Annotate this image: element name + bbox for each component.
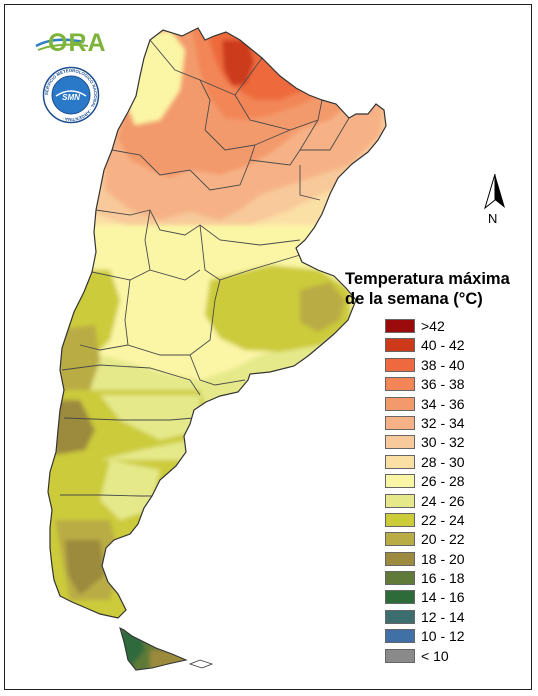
- legend-label: 24 - 26: [421, 492, 465, 509]
- smn-seal-icon: SERVICIO METEOROLÓGICO NACIONAL · ARGENT…: [42, 66, 100, 124]
- legend-label: 30 - 32: [421, 434, 465, 451]
- ora-swoosh-icon: [35, 38, 89, 51]
- north-arrow-icon: [484, 173, 505, 210]
- legend-label: 20 - 22: [421, 531, 465, 548]
- zone-20-westcentral: [55, 325, 100, 395]
- legend-swatch: [385, 319, 415, 333]
- legend-swatch: [385, 415, 415, 430]
- legend-swatch: [385, 396, 415, 411]
- legend-swatch: [385, 474, 415, 489]
- legend-label: 28 - 30: [421, 453, 465, 470]
- legend-label: 32 - 34: [421, 414, 465, 431]
- legend-swatch: [385, 532, 415, 547]
- legend-swatch: [385, 571, 415, 586]
- legend-label: 10 - 12: [421, 628, 465, 645]
- zone-24-south: [100, 460, 160, 520]
- legend-swatch: [385, 551, 415, 566]
- legend-swatch: [385, 454, 415, 469]
- tdf-outline: [119, 626, 188, 671]
- legend: Temperatura máxima de la semana (°C) >42…: [345, 269, 525, 664]
- legend-swatch: [385, 357, 415, 372]
- legend-label: 40 - 42: [421, 337, 465, 354]
- zone-18-south: [65, 540, 105, 595]
- legend-label: < 10: [421, 647, 449, 664]
- legend-label: 16 - 18: [421, 570, 465, 587]
- ora-logo-text: ORA: [48, 29, 107, 57]
- legend-title-line1: Temperatura máxima: [345, 270, 510, 288]
- legend-swatch: [385, 377, 415, 392]
- zone-20-coast: [300, 282, 345, 332]
- legend-label: 22 - 24: [421, 511, 465, 528]
- legend-swatch: [385, 590, 415, 605]
- legend-label: 12 - 14: [421, 608, 465, 625]
- zone-24-patagonia: [100, 395, 200, 440]
- tierra-del-fuego: [120, 628, 186, 670]
- legend-title-line2: de la semana (°C): [345, 290, 483, 308]
- legend-swatch: [385, 338, 415, 353]
- legend-label: 18 - 20: [421, 550, 465, 567]
- legend-label: 26 - 28: [421, 473, 465, 490]
- legend-swatch: [385, 493, 415, 508]
- legend-swatch: [385, 648, 415, 663]
- north-label: N: [488, 211, 498, 226]
- legend-swatch: [385, 609, 415, 624]
- legend-swatch: [385, 512, 415, 527]
- legend-label: 36 - 38: [421, 376, 465, 393]
- smn-center-text: SMN: [62, 93, 80, 102]
- legend-label: 34 - 36: [421, 395, 465, 412]
- legend-label: >42: [421, 318, 445, 334]
- legend-label: 38 - 40: [421, 356, 465, 373]
- legend-swatch: [385, 435, 415, 450]
- isla-estados: [188, 659, 214, 669]
- zone-40: [222, 40, 254, 86]
- legend-label: 14 - 16: [421, 589, 465, 606]
- province-borders: [60, 39, 350, 497]
- legend-swatch: [385, 629, 415, 644]
- ora-logo: ORA: [34, 28, 106, 58]
- smn-seal: SERVICIO METEOROLÓGICO NACIONAL · ARGENT…: [42, 66, 100, 124]
